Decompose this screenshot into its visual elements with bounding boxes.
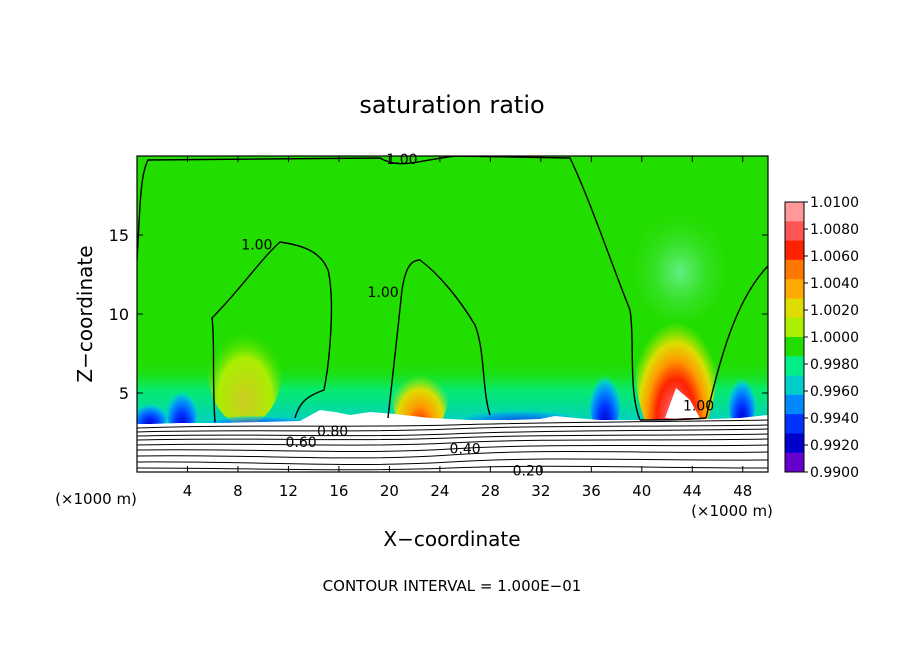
contour-label: 0.20 bbox=[513, 463, 544, 479]
colorbar-label: 0.9960 bbox=[810, 384, 859, 400]
contour-label: 1.00 bbox=[386, 152, 417, 168]
y-axis-label: Z−coordinate bbox=[73, 245, 97, 382]
contour-label: 1.00 bbox=[683, 399, 714, 415]
field-moist-region bbox=[392, 355, 448, 435]
contour-label: 1.00 bbox=[368, 285, 399, 301]
colorbar: 1.0100 1.0080 1.0060 1.0040 1.0020 1.0000 0.99… bbox=[784, 195, 859, 481]
stable-layer-contours bbox=[137, 419, 768, 471]
y-tick-label: 5 bbox=[119, 384, 129, 403]
unity-contour bbox=[137, 156, 768, 423]
y-tick-label: 10 bbox=[109, 305, 129, 324]
colorbar-label: 1.0000 bbox=[810, 330, 859, 346]
colorbar-label: 0.9900 bbox=[810, 465, 859, 481]
x-axis-label: X−coordinate bbox=[383, 527, 520, 551]
colorbar-label: 1.0060 bbox=[810, 249, 859, 265]
contour-labels: 1.00 1.00 1.00 1.00 0.800.60 0.40 0.20 bbox=[241, 152, 714, 479]
colorbar-label: 1.0020 bbox=[810, 303, 859, 319]
contour-label: 1.00 bbox=[241, 237, 272, 253]
terrain-peak bbox=[665, 388, 700, 418]
x-tick-label: 28 bbox=[481, 482, 500, 500]
terrain-white bbox=[137, 410, 768, 472]
x-tick-label: 44 bbox=[683, 482, 702, 500]
x-tick-label: 48 bbox=[733, 482, 752, 500]
plot-area bbox=[137, 156, 768, 472]
contour-label: 0.40 bbox=[450, 441, 481, 457]
colorbar-label: 1.0040 bbox=[810, 276, 859, 292]
colorbar-swatch bbox=[785, 394, 804, 415]
x-tick-label: 8 bbox=[233, 482, 243, 500]
colorbar-label: 1.0100 bbox=[810, 195, 859, 211]
x-tick-label: 12 bbox=[279, 482, 298, 500]
colorbar-swatch bbox=[785, 259, 804, 280]
colorbar-swatch bbox=[785, 414, 804, 434]
colorbar-label: 1.0080 bbox=[810, 222, 859, 238]
x-tick-label: 36 bbox=[582, 482, 601, 500]
x-units-right: (×1000 m) bbox=[691, 502, 773, 520]
colorbar-swatch bbox=[785, 298, 804, 319]
field-dry-region bbox=[589, 355, 621, 435]
x-units-left: (×1000 m) bbox=[55, 490, 137, 508]
colorbar-swatch bbox=[785, 240, 804, 261]
colorbar-swatch bbox=[785, 375, 804, 396]
field-moist-region bbox=[630, 200, 730, 320]
colorbar-swatch bbox=[785, 452, 804, 473]
colorbar-swatch bbox=[785, 433, 804, 454]
colorbar-swatch bbox=[785, 202, 804, 222]
field-dry-region bbox=[137, 394, 168, 430]
x-tick-label: 40 bbox=[632, 482, 651, 500]
field-moist-region bbox=[207, 305, 283, 425]
colorbar-swatch bbox=[785, 279, 804, 299]
x-tick-label: 20 bbox=[380, 482, 399, 500]
colorbar-swatch bbox=[785, 317, 804, 338]
colorbar-label: 0.9940 bbox=[810, 411, 859, 427]
contour-interval-footer: CONTOUR INTERVAL = 1.000E−01 bbox=[323, 577, 582, 595]
colorbar-swatch bbox=[785, 356, 804, 377]
colorbar-label: 0.9980 bbox=[810, 357, 859, 373]
x-tick-label: 4 bbox=[183, 482, 193, 500]
colorbar-swatch bbox=[785, 221, 804, 242]
colorbar-swatch bbox=[785, 337, 804, 357]
x-tick-label: 16 bbox=[329, 482, 348, 500]
contour-label: 0.80 bbox=[317, 424, 348, 440]
field-moist-region bbox=[636, 290, 716, 450]
contour-label: 0.60 bbox=[285, 435, 316, 451]
colorbar-label: 0.9920 bbox=[810, 438, 859, 454]
y-tick-label: 15 bbox=[109, 226, 129, 245]
x-tick-label: 24 bbox=[430, 482, 449, 500]
x-tick-label: 32 bbox=[531, 482, 550, 500]
field-dry-region bbox=[728, 360, 756, 430]
field-dry-region bbox=[166, 375, 198, 435]
chart-title: saturation ratio bbox=[359, 91, 544, 119]
